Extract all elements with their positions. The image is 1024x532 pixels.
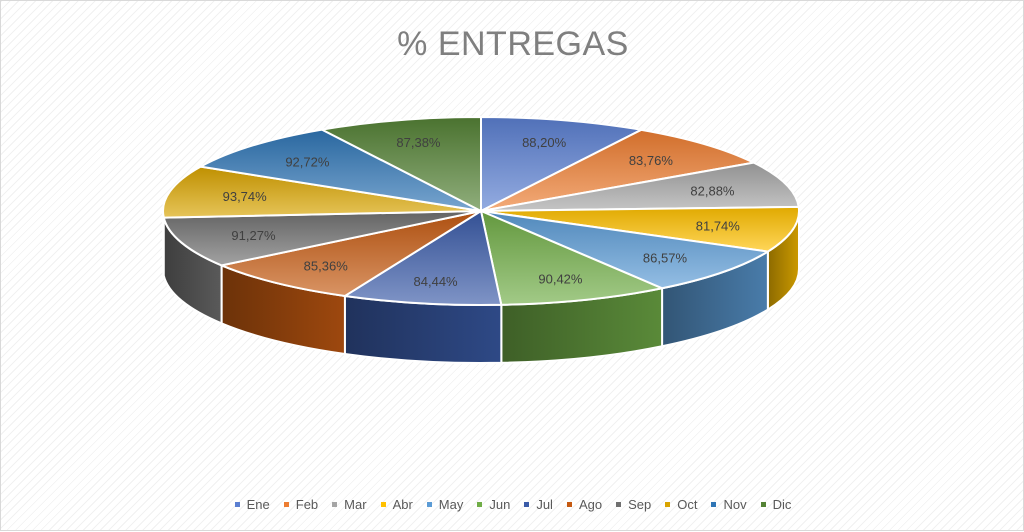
legend-label: Mar — [344, 497, 367, 512]
legend-item-mar: Mar — [332, 497, 367, 512]
legend-item-oct: Oct — [665, 497, 697, 512]
pie-slice-oct — [162, 165, 482, 219]
pie-slice-feb — [480, 128, 755, 212]
data-label-feb: 83,76% — [629, 153, 674, 168]
legend-item-sep: Sep — [616, 497, 651, 512]
pie-slice-ene — [480, 116, 643, 212]
data-label-ago: 85,36% — [304, 259, 349, 274]
pie-slice-may — [480, 210, 769, 290]
legend-marker — [332, 502, 338, 507]
legend-item-jun: Jun — [477, 497, 510, 512]
data-label-abr: 81,74% — [696, 218, 741, 233]
legend-label: Ene — [246, 497, 270, 512]
pie-slice-abr — [480, 205, 800, 253]
data-label-oct: 93,74% — [223, 189, 268, 204]
legend-item-nov: Nov — [711, 497, 747, 512]
legend-marker — [711, 502, 717, 507]
data-label-may: 86,57% — [643, 250, 688, 265]
legend-label: May — [438, 497, 464, 512]
legend-marker — [616, 502, 622, 507]
data-label-mar: 82,88% — [690, 183, 735, 198]
legend-label: Oct — [677, 497, 698, 512]
pie-slice-ago — [220, 210, 482, 297]
pie-slice-jul — [343, 210, 503, 306]
legend-item-may: May — [426, 497, 464, 512]
legend-marker — [760, 502, 766, 507]
legend-item-ago: Ago — [566, 497, 603, 512]
pie-slice-nov — [199, 128, 482, 212]
legend-label: Abr — [392, 497, 413, 512]
data-label-jun: 90,42% — [538, 271, 583, 286]
legend-label: Sep — [628, 497, 652, 512]
legend-marker — [566, 502, 572, 507]
legend-item-abr: Abr — [380, 497, 413, 512]
legend-item-jul: Jul — [524, 497, 553, 512]
legend-item-ene: Ene — [234, 497, 270, 512]
legend-label: Dic — [772, 497, 792, 512]
legend-marker — [477, 502, 483, 507]
legend-item-feb: Feb — [283, 497, 319, 512]
pie-side-jul — [343, 294, 503, 364]
data-label-dic: 87,38% — [396, 135, 441, 150]
data-label-ene: 88,20% — [522, 135, 567, 150]
legend-item-dic: Dic — [760, 497, 792, 512]
legend-label: Nov — [723, 497, 747, 512]
legend-label: Jul — [536, 497, 553, 512]
data-label-sep: 91,27% — [231, 228, 276, 243]
pie-slice-sep — [162, 210, 482, 267]
data-label-jul: 84,44% — [414, 274, 459, 289]
legend-label: Feb — [295, 497, 319, 512]
legend-marker — [426, 502, 432, 507]
legend-marker — [524, 502, 530, 507]
legend-marker — [283, 502, 289, 507]
legend: Ene Feb Mar Abr May Jun Jul Ago Sep Oct Nov Dic — [1, 497, 1024, 512]
pie-slice-jun — [480, 210, 664, 306]
pie-slice-mar — [480, 161, 800, 212]
data-label-nov: 92,72% — [285, 154, 330, 169]
chart-title: % ENTREGAS — [397, 25, 629, 63]
legend-marker — [234, 502, 240, 507]
legend-marker — [665, 502, 671, 507]
legend-label: Jun — [489, 497, 511, 512]
pie-slice-dic — [320, 116, 482, 212]
legend-marker — [380, 502, 386, 507]
legend-label: Ago — [578, 497, 603, 512]
